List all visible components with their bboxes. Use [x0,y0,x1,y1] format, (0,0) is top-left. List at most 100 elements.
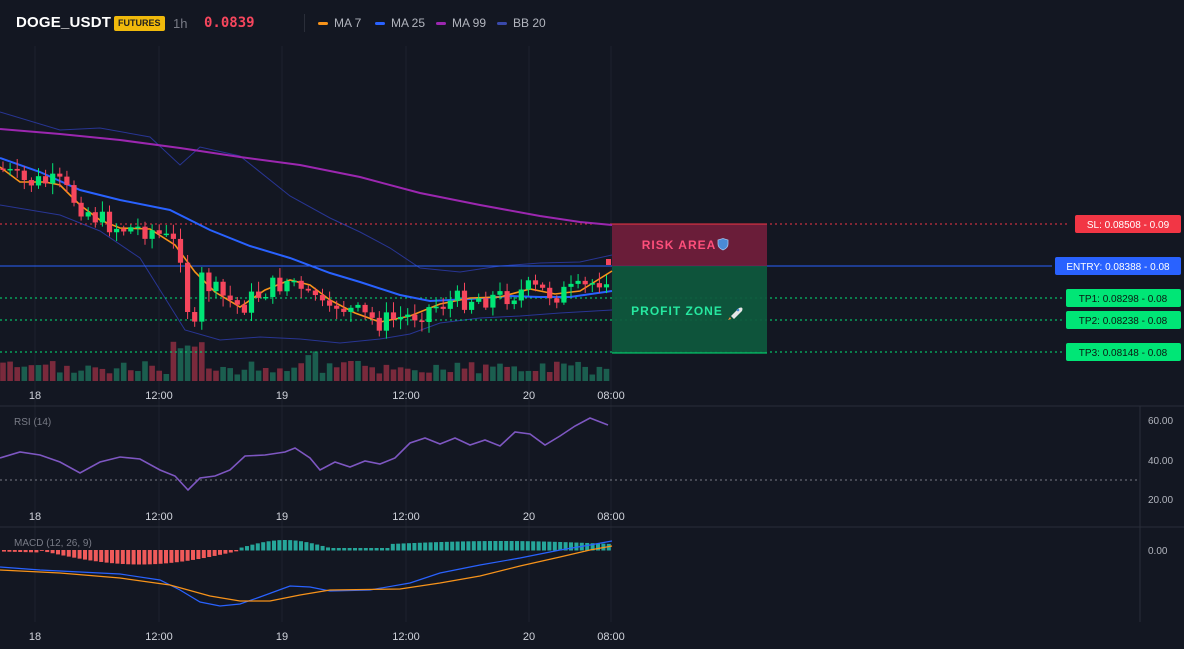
legend-bb20[interactable]: BB 20 [497,16,546,30]
time-label-1200-b: 12:00 [392,390,420,402]
svg-text:ENTRY: 0.08388 - 0.08: ENTRY: 0.08388 - 0.08 [1066,262,1170,273]
macd-hist-bar [239,547,244,551]
candle-body [227,295,233,301]
rsi-time-20: 20 [523,511,535,523]
candlesticks[interactable] [0,159,611,339]
candle-body [28,180,34,186]
time-axis-main[interactable]: 18 12:00 19 12:00 20 08:00 [29,390,625,402]
candle-body [305,288,311,291]
candle-body [0,168,6,170]
macd-time-20: 20 [523,631,535,643]
volume-bar [369,367,375,381]
candle-body [525,280,531,290]
macd-hist-bar [407,543,411,551]
candle-body [575,280,581,284]
macd-hist-bar [23,550,28,553]
candle-body [114,228,120,233]
macd-hist-bar [137,550,141,565]
ma99-line [0,128,613,226]
volume-bar [92,367,99,381]
candle-body [369,312,375,318]
volume-bar [319,372,326,381]
volume-bar [57,372,63,381]
macd-hist-bar [29,550,33,553]
candle-body [582,280,588,285]
macd-hist-bar [509,541,514,551]
legend-ma7-label: MA 7 [334,16,362,30]
volume-bar [348,361,354,381]
tp1-price-label[interactable]: TP1: 0.08298 - 0.08 [1066,289,1181,307]
macd-hist-bar [585,542,590,551]
rsi-time-1200-b: 12:00 [392,511,420,523]
macd-hist-bar [153,550,158,565]
macd-hist-bar [569,542,573,551]
volume-bar [135,371,141,381]
volume-bar [14,367,20,381]
rsi-tick-60: 60.00 [1148,416,1173,427]
legend-ma99[interactable]: MA 99 [436,16,486,30]
volume-bar [475,373,482,381]
macd-hist-bar [304,542,309,551]
candle-body [248,291,255,313]
volume-bar [120,362,127,381]
macd-hist-bar [212,550,217,556]
tp3-price-label[interactable]: TP3: 0.08148 - 0.08 [1066,343,1181,361]
macd-hist-bar [515,541,519,551]
sl-price-label[interactable]: SL: 0.08508 - 0.09 [1075,215,1181,233]
futures-badge: FUTURES [114,16,165,31]
macd-hist-bar [401,543,406,551]
candle-body [284,281,290,292]
legend-ma7[interactable]: MA 7 [318,16,361,30]
candle-body [163,233,169,236]
ma25-line [0,157,613,303]
candle-body [405,314,411,317]
volume-bar [163,373,170,381]
volume-bar [291,367,297,381]
candle-body [64,176,70,186]
macd-line [0,540,613,607]
volume-bar [546,372,553,381]
candle-body [99,211,105,223]
macd-hist-bar [477,541,482,551]
macd-hist-bar [250,544,255,551]
macd-hist-bar [282,540,287,551]
macd-hist-bar [488,541,492,551]
macd-hist-bar [245,546,249,551]
volume-bar [490,366,496,381]
macd-hist-bar [39,550,44,551]
timeframe-label[interactable]: 1h [173,16,188,31]
rocket-icon [728,307,743,320]
macd-hist-bar [493,541,498,551]
macd-hist-bar [191,550,195,560]
volume-bars [0,341,610,381]
candle-body [334,305,340,309]
candle-body [170,233,176,239]
macd-time-0800: 08:00 [597,631,625,643]
candle-body [319,295,326,301]
entry-price-label[interactable]: ENTRY: 0.08388 - 0.08 [1055,257,1181,275]
legend-ma25[interactable]: MA 25 [375,16,425,30]
candle-body [106,211,113,233]
shield-icon [717,238,729,251]
volume-bar [426,372,432,381]
candle-body [511,300,517,305]
candle-body [312,290,318,296]
volume-bar [156,370,162,381]
candle-body [554,298,560,303]
candle-body [518,289,524,301]
rsi-tick-20: 20.00 [1148,495,1173,506]
candle-body [92,212,98,223]
macd-hist-bar [542,541,546,551]
volume-bar [206,368,212,381]
candle-body [568,283,574,287]
rsi-line [0,417,609,492]
macd-hist-bar [428,542,433,551]
risk-area-zone[interactable] [612,224,767,266]
macd-time-18: 18 [29,631,41,643]
candle-body [199,272,205,322]
symbol-name[interactable]: DOGE_USDT [16,14,112,31]
tp2-price-label[interactable]: TP2: 0.08238 - 0.08 [1066,311,1181,329]
candle-body [454,290,460,301]
volume-bar [525,370,532,381]
